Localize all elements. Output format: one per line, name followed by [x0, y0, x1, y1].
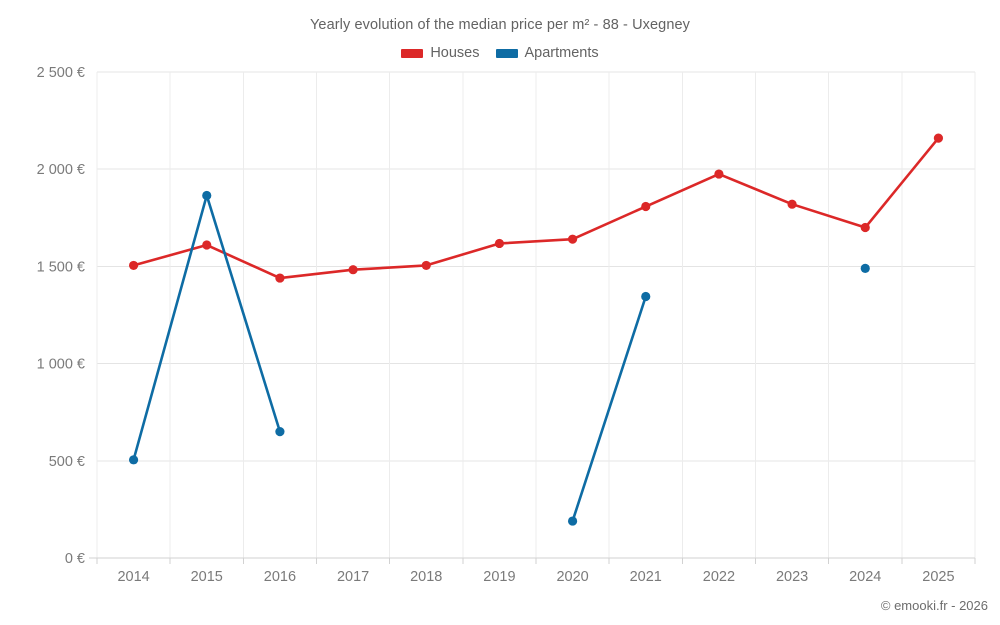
- series-line: [132, 136, 940, 280]
- x-axis-tick-labels: 2014 2015 2016 2017 2018 2019 2020 2021 2022 2023…: [117, 569, 954, 585]
- x-tick-label: 2023: [776, 569, 808, 585]
- series-apartments: [128, 190, 870, 526]
- copyright-credit: © emooki.fr - 2026: [880, 598, 988, 613]
- data-point[interactable]: [567, 516, 578, 526]
- axes: [89, 557, 976, 564]
- y-tick-label: 0 €: [65, 551, 85, 567]
- data-point[interactable]: [348, 265, 358, 275]
- y-tick-label: 500 €: [49, 454, 85, 470]
- data-point[interactable]: [860, 263, 870, 273]
- data-point[interactable]: [421, 260, 431, 271]
- data-point[interactable]: [128, 455, 139, 465]
- data-point[interactable]: [641, 201, 651, 212]
- series-line: [132, 194, 282, 462]
- data-point[interactable]: [275, 273, 285, 283]
- x-tick-label: 2025: [922, 569, 954, 585]
- legend-item-houses[interactable]: Houses: [401, 45, 480, 61]
- data-point[interactable]: [641, 291, 651, 302]
- x-tick-label: 2016: [264, 569, 296, 585]
- x-tick-label: 2021: [630, 569, 662, 585]
- data-point[interactable]: [567, 234, 578, 244]
- x-tick-label: 2024: [849, 569, 881, 585]
- data-point[interactable]: [787, 199, 797, 209]
- legend-item-apartments[interactable]: Apartments: [495, 45, 599, 61]
- y-tick-label: 1 500 €: [37, 259, 85, 275]
- x-tick-label: 2020: [556, 569, 588, 585]
- x-tick-label: 2018: [410, 569, 442, 585]
- legend-swatch-houses: [401, 48, 424, 58]
- series-line: [571, 295, 648, 523]
- legend-label-houses: Houses: [430, 45, 480, 61]
- x-tick-label: 2014: [117, 569, 149, 585]
- data-series: [128, 133, 944, 526]
- y-tick-label: 2 000 €: [37, 162, 85, 178]
- data-point[interactable]: [202, 190, 212, 201]
- x-tick-label: 2017: [337, 569, 369, 585]
- data-point[interactable]: [933, 133, 944, 143]
- data-point[interactable]: [202, 240, 212, 250]
- data-point[interactable]: [494, 238, 505, 249]
- data-point[interactable]: [714, 169, 724, 179]
- series-houses: [128, 133, 944, 283]
- x-tick-label: 2015: [191, 569, 223, 585]
- gridlines: [96, 71, 976, 558]
- data-point[interactable]: [275, 427, 285, 437]
- chart-legend: Houses Apartments: [0, 45, 1000, 61]
- y-tick-label: 1 000 €: [37, 357, 85, 373]
- y-tick-label: 2 500 €: [37, 65, 85, 81]
- data-point[interactable]: [860, 222, 870, 233]
- x-tick-label: 2019: [483, 569, 515, 585]
- chart-title: Yearly evolution of the median price per…: [309, 17, 691, 33]
- x-tick-label: 2022: [703, 569, 735, 585]
- legend-label-apartments: Apartments: [524, 45, 599, 61]
- legend-swatch-apartments: [495, 48, 518, 58]
- y-axis-tick-labels: 0 € 500 € 1 000 € 1 500 € 2 000 € 2 500 €: [37, 65, 85, 567]
- data-point[interactable]: [128, 260, 139, 271]
